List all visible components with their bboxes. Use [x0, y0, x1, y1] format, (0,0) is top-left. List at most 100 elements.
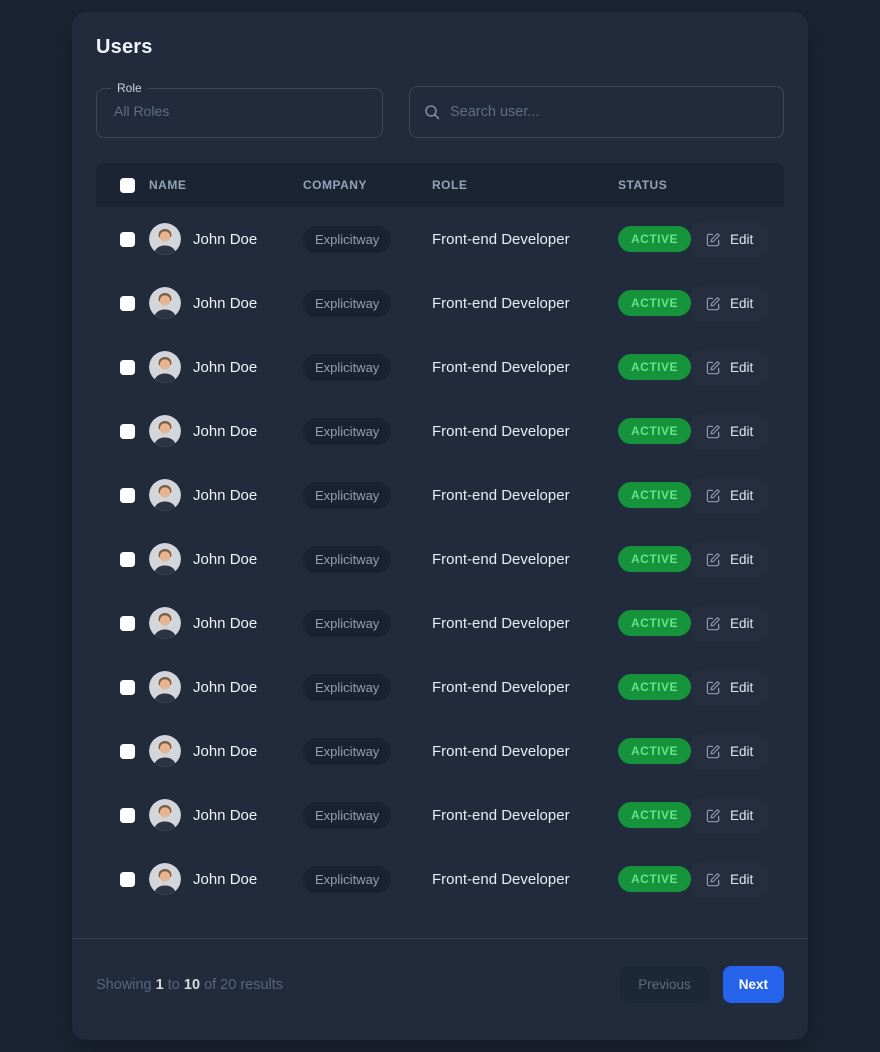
summary-prefix: Showing [96, 976, 152, 993]
row-checkbox[interactable] [120, 231, 135, 247]
user-name: John Doe [193, 422, 258, 440]
edit-button-label: Edit [730, 871, 754, 887]
table-row: John Doe Explicitway Front-end Developer… [96, 463, 784, 527]
user-role: Front-end Developer [432, 358, 570, 376]
edit-button[interactable]: Edit [691, 285, 769, 321]
table-row: John Doe Explicitway Front-end Developer… [96, 335, 784, 399]
row-checkbox[interactable] [120, 679, 135, 695]
status-badge: ACTIVE [618, 802, 692, 828]
status-badge: ACTIVE [618, 866, 692, 892]
edit-button[interactable]: Edit [691, 541, 769, 577]
edit-button-label: Edit [730, 295, 754, 311]
edit-button-label: Edit [730, 679, 754, 695]
summary-suffix: of 20 results [204, 976, 284, 993]
select-all-checkbox[interactable] [120, 177, 135, 193]
user-avatar [149, 543, 181, 575]
row-checkbox[interactable] [120, 871, 135, 887]
company-cell: Explicitway [303, 737, 432, 765]
next-button[interactable]: Next [722, 966, 784, 1003]
edit-button[interactable]: Edit [691, 733, 769, 769]
row-checkbox[interactable] [120, 423, 135, 439]
edit-button[interactable]: Edit [691, 861, 769, 897]
status-badge: ACTIVE [618, 674, 692, 700]
company-badge: Explicitway [303, 225, 392, 253]
user-avatar [149, 351, 181, 383]
user-role: Front-end Developer [432, 678, 570, 696]
table-row: John Doe Explicitway Front-end Developer… [96, 399, 784, 463]
user-avatar [149, 415, 181, 447]
edit-button[interactable]: Edit [691, 797, 769, 833]
summary-to: to [167, 976, 180, 993]
user-name: John Doe [193, 870, 258, 888]
user-avatar [149, 671, 181, 703]
name-cell: John Doe [149, 223, 303, 255]
role-label: Role [117, 81, 142, 95]
status-cell: ACTIVE [618, 354, 692, 380]
user-name: John Doe [193, 230, 258, 248]
users-card: Users Role All Roles NAME COMPANY ROLE S… [72, 12, 808, 1040]
edit-button[interactable]: Edit [691, 669, 769, 705]
user-avatar [149, 607, 181, 639]
edit-pencil-icon [706, 808, 720, 822]
name-cell: John Doe [149, 735, 303, 767]
user-role: Front-end Developer [432, 550, 570, 568]
table-row: John Doe Explicitway Front-end Developer… [96, 527, 784, 591]
edit-button[interactable]: Edit [691, 413, 769, 449]
edit-pencil-icon [706, 488, 720, 502]
row-checkbox[interactable] [120, 487, 135, 503]
user-avatar [149, 287, 181, 319]
name-cell: John Doe [149, 607, 303, 639]
role-select[interactable]: Role All Roles [96, 81, 383, 138]
user-avatar [149, 223, 181, 255]
company-cell: Explicitway [303, 225, 432, 253]
company-badge: Explicitway [303, 353, 392, 381]
status-cell: ACTIVE [618, 546, 692, 572]
card-body: Users Role All Roles NAME COMPANY ROLE S… [72, 12, 808, 938]
search-input[interactable] [450, 104, 769, 120]
edit-button[interactable]: Edit [691, 221, 769, 257]
user-name: John Doe [193, 358, 258, 376]
column-header-name: NAME [149, 178, 187, 192]
table-row: John Doe Explicitway Front-end Developer… [96, 655, 784, 719]
table-row: John Doe Explicitway Front-end Developer… [96, 271, 784, 335]
edit-button-label: Edit [730, 551, 754, 567]
user-role: Front-end Developer [432, 294, 570, 312]
user-name: John Doe [193, 742, 258, 760]
edit-button[interactable]: Edit [691, 605, 769, 641]
company-cell: Explicitway [303, 801, 432, 829]
table-row: John Doe Explicitway Front-end Developer… [96, 783, 784, 847]
user-avatar [149, 799, 181, 831]
edit-button[interactable]: Edit [691, 349, 769, 385]
user-name: John Doe [193, 678, 258, 696]
user-avatar [149, 735, 181, 767]
row-checkbox[interactable] [120, 551, 135, 567]
status-cell: ACTIVE [618, 290, 692, 316]
edit-button[interactable]: Edit [691, 477, 769, 513]
user-name: John Doe [193, 486, 258, 504]
summary-range-end: 10 [183, 976, 201, 993]
row-checkbox[interactable] [120, 615, 135, 631]
previous-button[interactable]: Previous [620, 966, 709, 1003]
row-checkbox[interactable] [120, 743, 135, 759]
table-row: John Doe Explicitway Front-end Developer… [96, 591, 784, 655]
company-cell: Explicitway [303, 353, 432, 381]
edit-pencil-icon [706, 360, 720, 374]
company-badge: Explicitway [303, 737, 392, 765]
column-header-company: COMPANY [303, 178, 367, 192]
company-badge: Explicitway [303, 865, 392, 893]
user-name: John Doe [193, 614, 258, 632]
row-checkbox[interactable] [120, 359, 135, 375]
page-title: Users [96, 36, 153, 58]
company-badge: Explicitway [303, 417, 392, 445]
company-badge: Explicitway [303, 545, 392, 573]
role-selected-value: All Roles [114, 103, 170, 119]
search-box[interactable] [409, 86, 784, 138]
row-checkbox[interactable] [120, 807, 135, 823]
filters-bar: Role All Roles [96, 81, 784, 138]
edit-pencil-icon [706, 680, 720, 694]
status-badge: ACTIVE [618, 610, 692, 636]
search-icon [425, 105, 440, 120]
edit-pencil-icon [706, 296, 720, 310]
row-checkbox[interactable] [120, 295, 135, 311]
company-badge: Explicitway [303, 801, 392, 829]
